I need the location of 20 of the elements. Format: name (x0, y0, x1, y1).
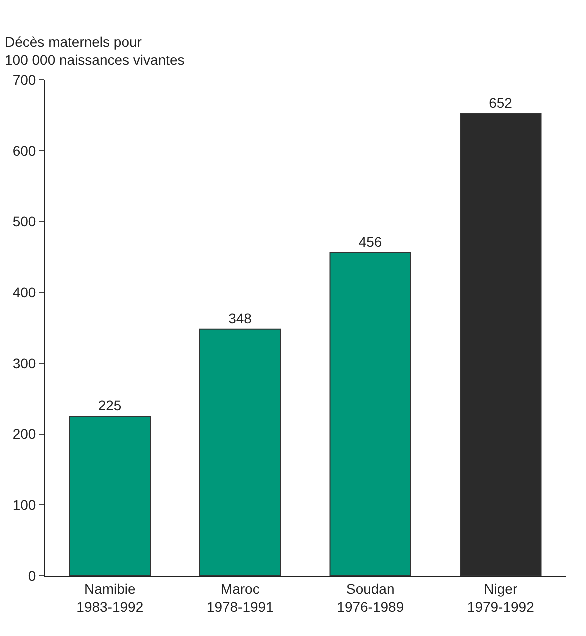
x-tick-label: Niger 1979-1992 (467, 580, 535, 615)
y-tick-label: 600 (12, 142, 36, 159)
x-tick-label: Maroc 1978-1991 (206, 580, 274, 615)
y-tick-label: 400 (12, 284, 36, 300)
data-label: 348 (228, 310, 252, 326)
y-tick-label: 0 (28, 568, 36, 584)
bar (330, 252, 412, 576)
bar (69, 416, 151, 576)
y-tick-label: 200 (12, 426, 36, 442)
y-tick-label: 500 (12, 214, 36, 230)
x-tick-label: Soudan 1976-1989 (337, 580, 404, 615)
bar (200, 328, 282, 576)
y-tick-label: 100 (12, 497, 36, 514)
y-tick-label: 300 (12, 355, 36, 372)
data-label: 225 (98, 398, 122, 414)
y-axis-title: Décès maternels pour 100 000 naissances vivantes (5, 34, 185, 68)
x-tick-label: Namibie 1983-1992 (76, 580, 144, 615)
data-label: 456 (358, 234, 382, 250)
data-label: 652 (489, 95, 513, 112)
y-tick-label: 700 (12, 72, 36, 88)
